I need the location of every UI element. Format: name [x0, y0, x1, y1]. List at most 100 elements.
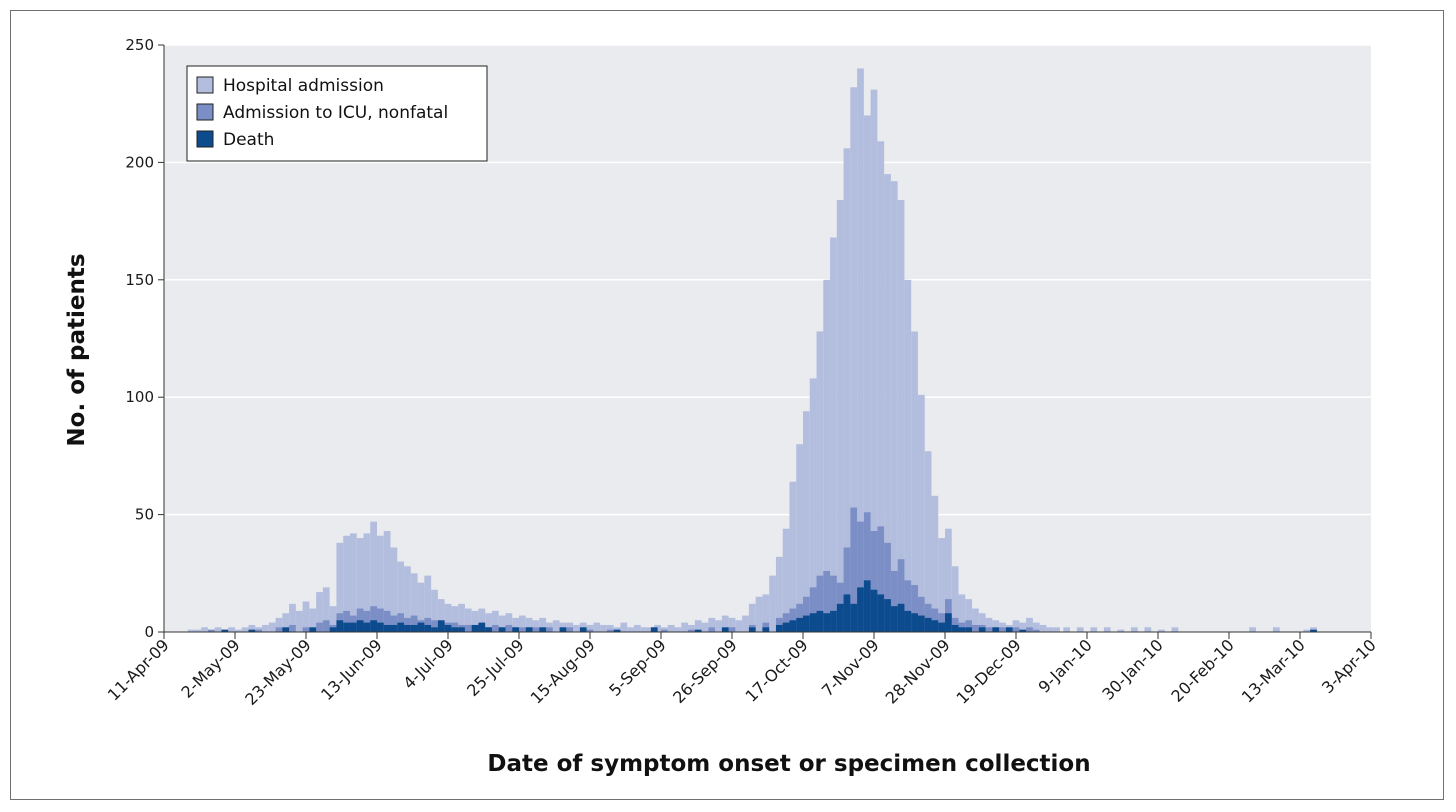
bar: [329, 606, 337, 632]
bar: [349, 533, 357, 632]
bar: [221, 629, 229, 632]
bar: [437, 599, 445, 632]
x-tick-label: 13-Jun-09: [317, 635, 386, 704]
bar: [681, 622, 689, 632]
grid-lines: [164, 44, 1371, 516]
bar: [491, 624, 499, 632]
bar: [789, 481, 797, 632]
bar: [309, 627, 317, 632]
bar: [650, 627, 658, 632]
bar: [803, 596, 810, 632]
bar: [1171, 627, 1179, 632]
bar: [924, 451, 932, 632]
bar: [559, 627, 567, 632]
bar: [356, 620, 364, 632]
bar: [796, 617, 803, 632]
bar: [343, 622, 350, 632]
bar: [363, 610, 371, 632]
bar: [336, 620, 344, 632]
bar: [471, 624, 479, 632]
bar: [897, 199, 905, 632]
bar: [911, 331, 918, 632]
bar: [823, 570, 831, 632]
legend-label: Admission to ICU, nonfatal: [223, 103, 448, 123]
bar: [870, 531, 878, 632]
bar: [877, 594, 885, 632]
bar: [782, 622, 790, 632]
bar: [1090, 627, 1098, 632]
bar: [843, 547, 851, 632]
bar: [214, 627, 222, 632]
bar: [775, 624, 783, 632]
bar: [1076, 627, 1084, 632]
bar: [1303, 629, 1311, 632]
bar: [748, 603, 756, 632]
bar: [309, 608, 317, 632]
bar: [363, 533, 371, 632]
bar: [370, 620, 377, 632]
bar: [600, 624, 607, 632]
x-tick-label: 15-Aug-09: [527, 635, 599, 707]
bar: [1117, 629, 1125, 632]
bar: [295, 610, 303, 632]
bar: [877, 141, 885, 632]
bar: [586, 624, 594, 632]
y-tick-label: 50: [135, 506, 154, 524]
x-axis-label: Date of symptom onset or specimen collec…: [487, 751, 1090, 777]
bar: [965, 627, 973, 632]
bar: [1103, 627, 1111, 632]
bar: [728, 617, 736, 632]
bar: [1158, 629, 1165, 632]
bar: [965, 620, 973, 632]
bar: [924, 617, 932, 632]
bar: [931, 495, 939, 632]
bar: [207, 629, 215, 632]
bar: [667, 624, 675, 632]
bar: [377, 622, 384, 632]
bar: [424, 624, 432, 632]
bar: [404, 566, 411, 632]
bar: [282, 627, 290, 632]
bar: [850, 603, 858, 632]
bar: [532, 620, 540, 632]
bar: [498, 615, 506, 632]
bar: [343, 610, 350, 632]
bar: [485, 627, 492, 632]
bar: [1026, 627, 1033, 632]
bar: [1063, 627, 1071, 632]
bar: [1249, 627, 1257, 632]
bars-layer: [187, 68, 1317, 633]
bar: [262, 624, 269, 632]
bar: [816, 610, 824, 632]
bar: [343, 535, 350, 632]
bar: [1019, 622, 1027, 632]
bar: [857, 68, 864, 633]
bar: [458, 627, 465, 632]
bar: [945, 613, 952, 632]
bar: [451, 627, 459, 632]
bar: [498, 627, 506, 632]
bar: [383, 531, 391, 632]
x-tick-label: 25-Jul-09: [463, 635, 528, 700]
bar: [552, 620, 560, 632]
bar: [431, 620, 438, 632]
bar: [775, 617, 783, 632]
bar: [235, 629, 242, 632]
bar: [701, 622, 709, 632]
bar: [417, 582, 425, 632]
bar: [640, 627, 648, 632]
x-tick-label: 5-Sep-09: [605, 635, 670, 700]
bar: [688, 624, 695, 632]
bar: [904, 279, 912, 632]
bar: [431, 627, 438, 632]
bar: [255, 629, 263, 632]
bar: [633, 624, 641, 632]
bar: [870, 89, 878, 633]
bar: [688, 629, 695, 632]
bar: [424, 617, 432, 632]
x-tick-label: 13-Mar-10: [1238, 635, 1309, 706]
bar: [661, 629, 668, 632]
bar: [1019, 629, 1027, 632]
bar: [377, 608, 384, 632]
bar: [248, 624, 256, 632]
